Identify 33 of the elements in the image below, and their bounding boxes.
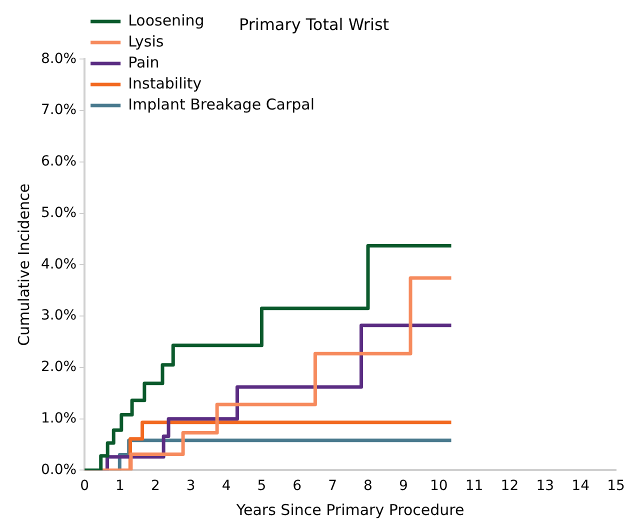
y-tick-label: 3.0% [40,308,77,324]
y-tick-label: 8.0% [40,50,77,67]
x-tick-label: 1 [116,478,124,494]
y-axis-title: Cumulative Incidence [14,183,33,346]
y-tick-label: 7.0% [40,102,77,118]
x-tick-label: 12 [500,478,519,494]
y-tick-label: 1.0% [40,410,77,426]
x-tick-label: 3 [186,478,196,494]
legend-label: Loosening [128,11,204,30]
x-tick-label: 9 [398,478,408,494]
legend-label: Lysis [128,32,164,50]
x-tick-label: 15 [607,478,625,494]
x-tick-label: 5 [257,478,266,494]
legend-label: Implant Breakage Carpal [128,95,315,114]
x-tick-label: 2 [150,478,160,494]
x-tick-label: 8 [364,478,372,494]
x-tick-label: 7 [328,478,338,494]
x-tick-label: 13 [536,478,554,494]
x-tick-label: 6 [292,478,302,494]
legend-label: Instability [128,74,202,92]
x-tick-label: 4 [222,478,231,494]
x-axis-title: Years Since Primary Procedure [235,500,464,519]
x-tick-label: 11 [465,478,484,494]
chart-title: Primary Total Wrist [238,14,390,34]
y-tick-label: 5.0% [40,204,77,221]
y-tick-label: 2.0% [40,359,77,376]
y-tick-label: 6.0% [40,154,77,170]
y-tick-label: 0.0% [40,462,77,478]
x-tick-label: 10 [430,478,448,494]
legend-label: Pain [128,53,160,72]
y-tick-label: 4.0% [40,256,77,272]
x-tick-label: 14 [572,478,590,494]
x-tick-label: 0 [80,478,90,494]
